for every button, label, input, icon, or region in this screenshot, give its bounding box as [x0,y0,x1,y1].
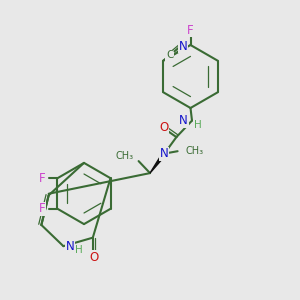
Text: F: F [187,23,194,37]
Text: CH₃: CH₃ [186,146,204,156]
Text: N: N [179,114,188,127]
Text: N: N [66,240,74,253]
Text: H: H [74,245,82,255]
Polygon shape [150,152,166,173]
Text: O: O [159,122,169,134]
Text: N: N [178,40,187,53]
Text: F: F [39,172,45,185]
Text: F: F [39,202,45,215]
Text: N: N [160,147,169,160]
Text: O: O [90,251,99,264]
Text: C: C [166,50,173,60]
Text: H: H [194,120,201,130]
Text: CH₃: CH₃ [115,151,133,161]
